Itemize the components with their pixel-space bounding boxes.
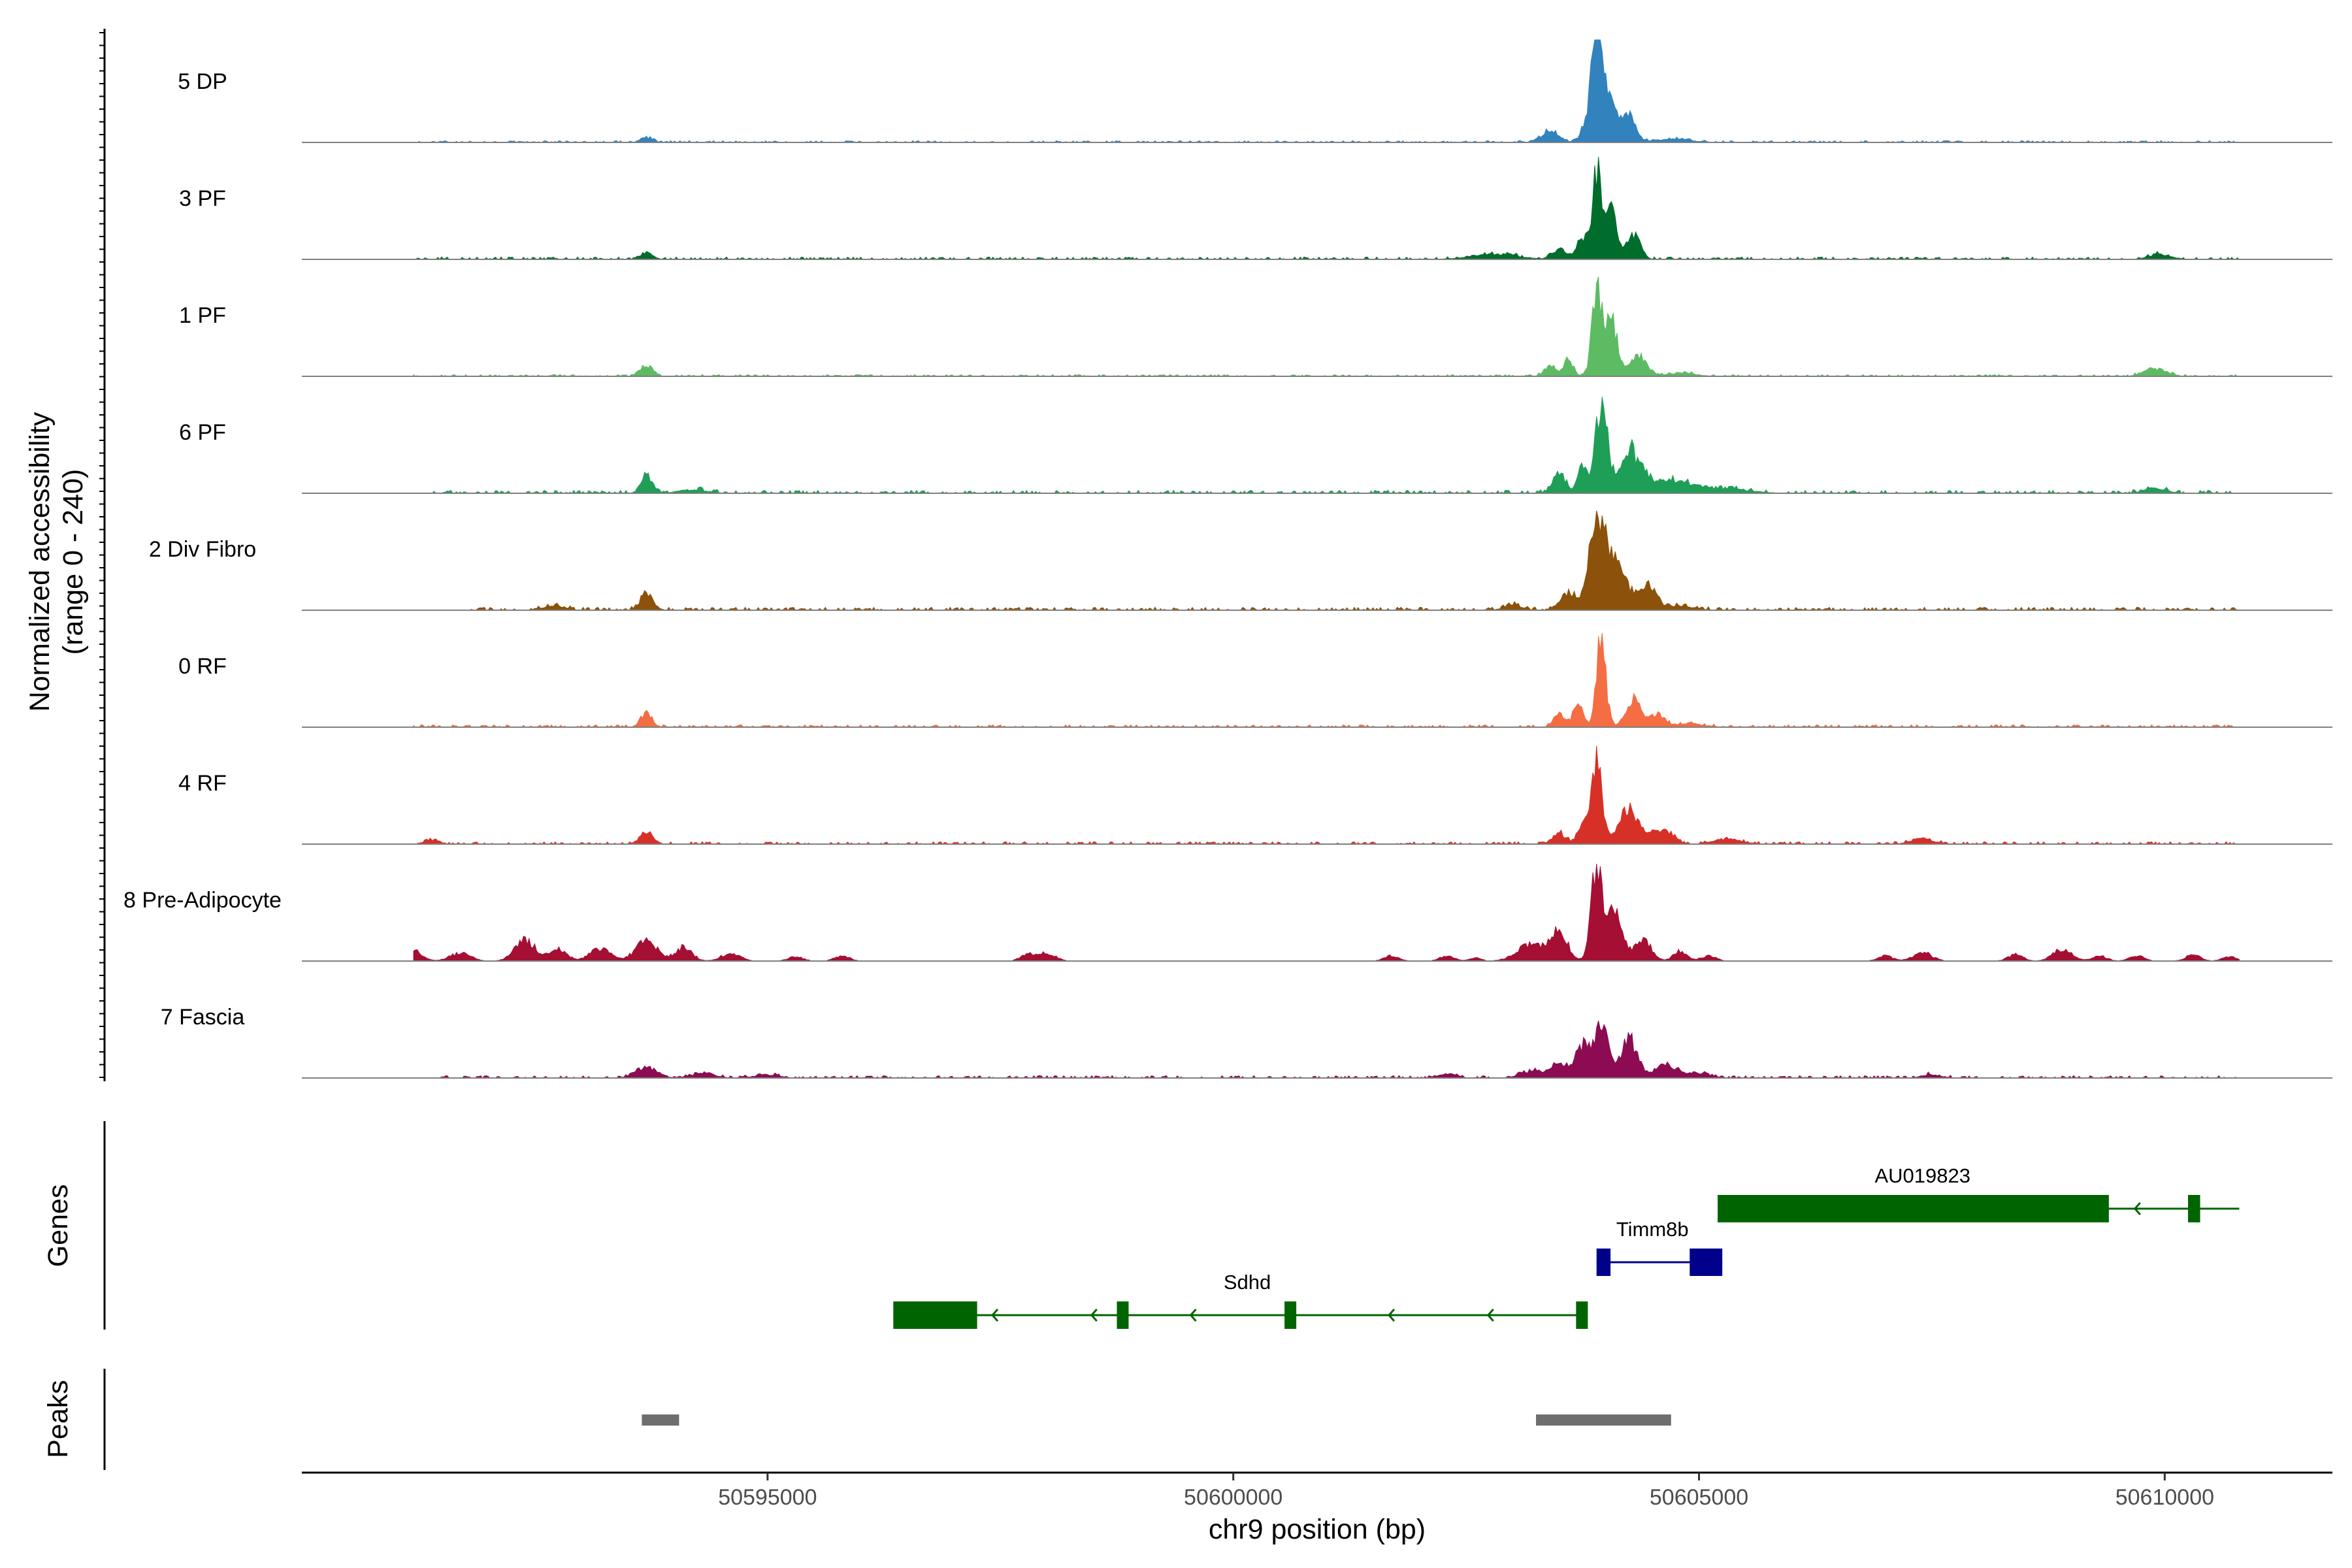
gene-label: Sdhd: [1224, 1271, 1271, 1294]
gene-exon: [1718, 1195, 2109, 1222]
gene-label: Timm8b: [1616, 1218, 1689, 1241]
track-7-fascia: 7 Fascia: [161, 1005, 2332, 1079]
coverage-area: [414, 1021, 2240, 1079]
coverage-area: [414, 510, 2240, 611]
track-8-pre-adipocyte: 8 Pre-Adipocyte: [123, 864, 2332, 962]
gene-exon: [1690, 1249, 1723, 1276]
coverage-area: [413, 633, 2240, 728]
peaks-panel: Peaks: [42, 1369, 1671, 1470]
track-3-pf: 3 PF: [179, 156, 2332, 260]
strand-arrow: [1189, 1309, 1197, 1322]
track-label: 5 DP: [178, 69, 227, 94]
y-axis-title: Normalized accessibility: [24, 412, 56, 711]
genes-panel: Genes AU019823 Timm8b Sdhd: [42, 1121, 2240, 1330]
x-tick-label: 50605000: [1650, 1485, 1748, 1510]
peak-region: [642, 1414, 679, 1426]
track-1-pf: 1 PF: [179, 276, 2332, 377]
gene-exon: [1284, 1301, 1297, 1329]
track-label: 3 PF: [179, 186, 226, 211]
strand-arrow: [1387, 1309, 1396, 1322]
genes-panel-label: Genes: [42, 1184, 74, 1267]
coverage-area: [413, 276, 2240, 377]
gene-exon: [1117, 1301, 1129, 1329]
track-2-div-fibro: 2 Div Fibro: [149, 510, 2332, 611]
track-0-rf: 0 RF: [178, 633, 2332, 728]
track-4-rf: 4 RF: [178, 745, 2332, 845]
x-tick-label: 50595000: [718, 1485, 817, 1510]
y-axis-subtitle: (range 0 - 240): [57, 469, 89, 655]
peaks-panel-label: Peaks: [42, 1380, 74, 1458]
x-axis-title: chr9 position (bp): [1209, 1514, 1426, 1545]
gene-au019823: AU019823: [1718, 1164, 2240, 1222]
y-axis-left: Normalized accessibility (range 0 - 240): [24, 29, 106, 1081]
gene-exon: [1596, 1249, 1611, 1276]
x-tick-label: 50600000: [1184, 1485, 1282, 1510]
track-5-dp: 5 DP: [178, 39, 2332, 143]
strand-arrow: [1090, 1309, 1098, 1322]
gene-sdhd: Sdhd: [893, 1271, 1588, 1329]
track-label: 8 Pre-Adipocyte: [123, 888, 282, 913]
x-tick-label: 50610000: [2115, 1485, 2214, 1510]
strand-arrow: [991, 1309, 999, 1322]
coverage-area: [413, 864, 2240, 962]
track-label: 7 Fascia: [161, 1005, 245, 1030]
coverage-tracks: 5 DP 3 PF 1 PF 6 PF 2 Div Fibro 0 RF 4 RF 8 Pre…: [123, 39, 2332, 1079]
track-label: 2 Div Fibro: [149, 537, 256, 562]
coverage-area: [414, 397, 2240, 494]
track-label: 6 PF: [179, 420, 226, 445]
gene-timm8b: Timm8b: [1596, 1218, 1723, 1276]
y-axis-ticks: [99, 32, 105, 1078]
coverage-area: [414, 39, 2240, 143]
coverage-area: [414, 745, 2240, 845]
track-label: 0 RF: [178, 654, 227, 679]
gene-exon: [893, 1301, 977, 1329]
strand-arrow: [2133, 1202, 2141, 1215]
gene-label: AU019823: [1874, 1164, 1970, 1187]
gene-exon: [2188, 1195, 2200, 1222]
gene-exon: [1576, 1301, 1588, 1329]
track-6-pf: 6 PF: [179, 397, 2332, 494]
track-label: 1 PF: [179, 303, 226, 328]
peak-region: [1536, 1414, 1671, 1426]
strand-arrow: [1486, 1309, 1494, 1322]
x-axis: 50595000 50600000 50605000 50610000 chr9 po…: [302, 1471, 2332, 1545]
coverage-area: [414, 156, 2240, 260]
track-label: 4 RF: [178, 771, 227, 796]
